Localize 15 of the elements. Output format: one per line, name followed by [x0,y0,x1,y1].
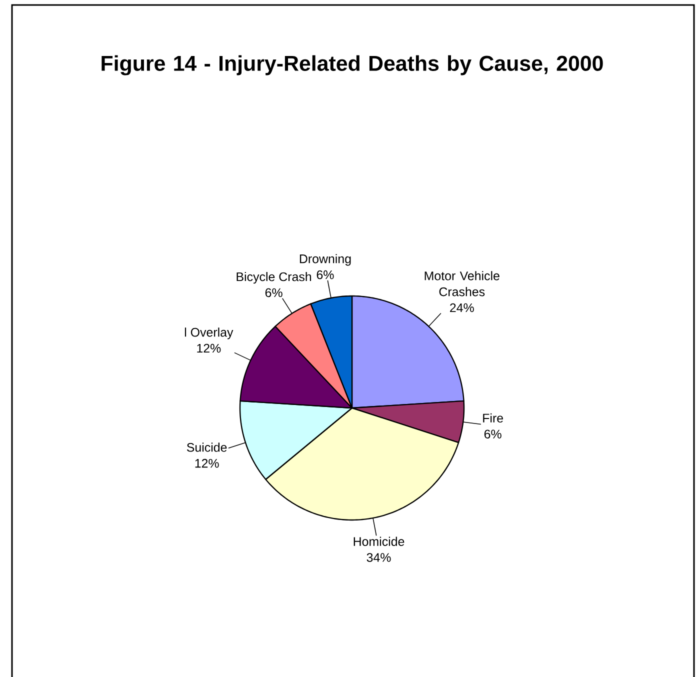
data-label: 6% [484,430,502,438]
slice-label: Drowning [300,254,351,266]
data-label: 12% [195,458,219,468]
slice-label: l Overlay [184,328,234,340]
slice-label: Homicide [354,536,404,546]
data-label: 6% [316,270,334,280]
slice-label: Fire [483,413,503,423]
data-label: 24% [450,303,474,312]
chart-title: Figure 14 - Injury-Related Deaths by Cause, 2000 [102,55,603,76]
slice-label: Suicide [186,442,227,452]
data-label: 34% [366,553,391,562]
slice-label: Motor Vehicle Crashes [424,271,500,296]
slice-label: Bicycle Crash [236,272,312,284]
data-label: 6% [265,288,282,298]
data-label: 12% [197,344,221,353]
